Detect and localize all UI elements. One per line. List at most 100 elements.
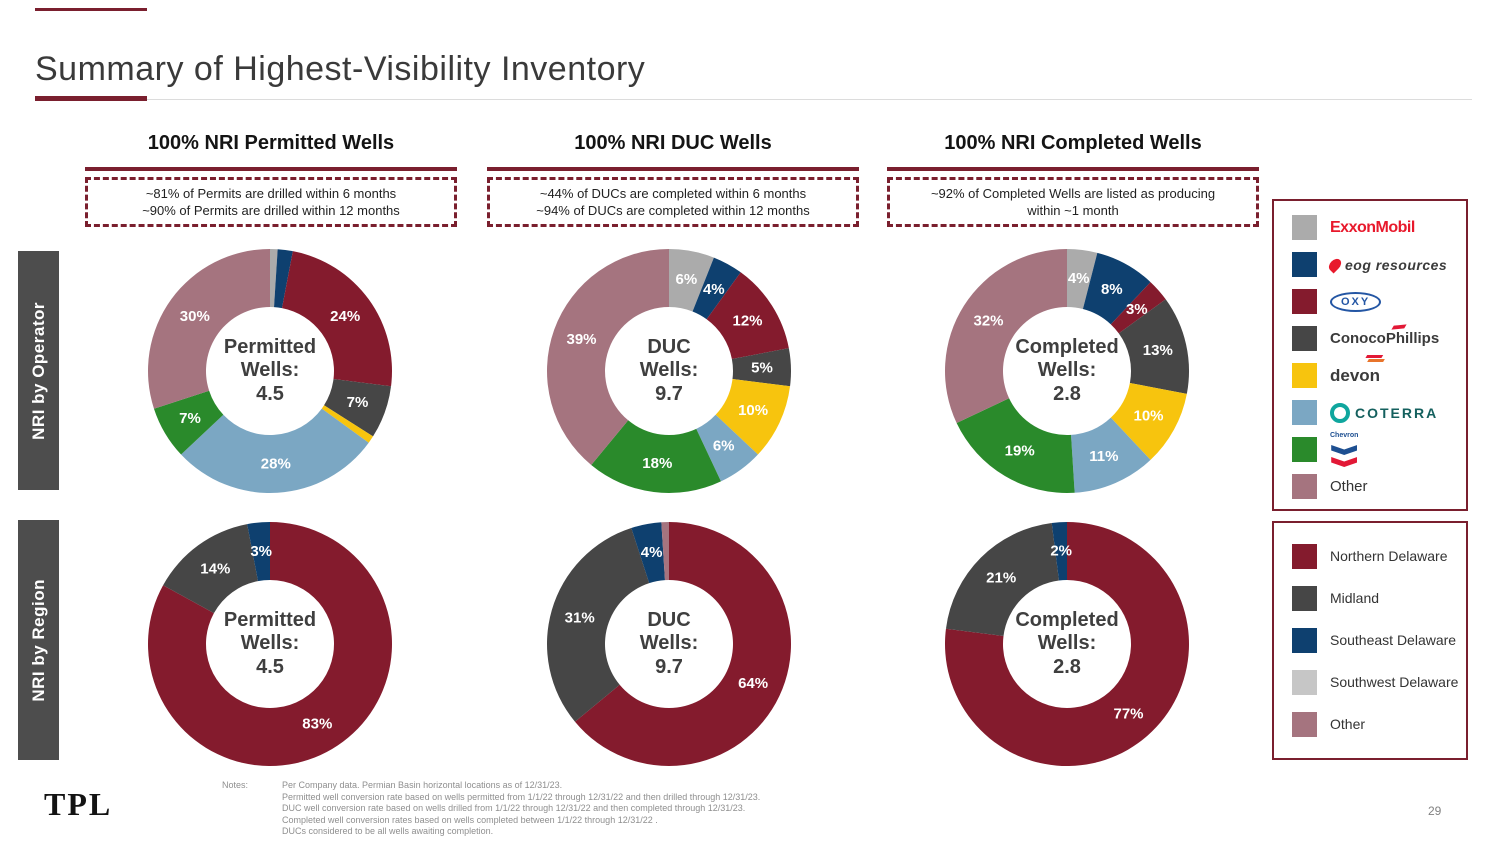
column-header-permitted: 100% NRI Permitted Wells — [147, 132, 395, 154]
column-underline — [887, 167, 1259, 171]
slice-label-oxy: 3% — [1126, 301, 1148, 318]
slice-coterra — [181, 408, 369, 493]
slice-devon — [321, 405, 374, 443]
note-line: Per Company data. Permian Basin horizont… — [282, 780, 563, 790]
legend-item-other-operator: Other — [1292, 468, 1460, 505]
slice-label-northern-delaware: 83% — [302, 716, 332, 733]
eog-resources-logo: eog resources — [1326, 256, 1448, 273]
region-label: Southeast Delaware — [1330, 631, 1457, 648]
slice-label-conocophillips: 7% — [347, 394, 369, 411]
coterra-logo: COTERRA — [1330, 402, 1439, 423]
column-header-duc: 100% NRI DUC Wells — [574, 132, 772, 154]
slice-label-exxonmobil: 6% — [676, 271, 698, 288]
slice-other — [546, 249, 669, 465]
slice-label-oxy: 12% — [732, 313, 762, 330]
tpl-logo: TPL — [44, 786, 113, 822]
donut-region-duc: 64% 31% 4% DUC Wells: 9.7 — [539, 514, 799, 774]
slice-southeast-delaware — [1051, 522, 1067, 581]
exxonmobil-logo: ExxonMobil — [1330, 218, 1415, 236]
slice-label-southeast-delaware: 2% — [1050, 543, 1072, 560]
swatch-yellow — [1292, 363, 1317, 388]
swatch-green — [1292, 437, 1317, 462]
stat-line: ~90% of Permits are drilled within 12 mo… — [142, 203, 400, 218]
slice-other — [147, 249, 270, 409]
slice-label-coterra: 6% — [713, 438, 735, 455]
stat-line: ~94% of DUCs are completed within 12 mon… — [536, 203, 810, 218]
slice-conocophillips — [1118, 299, 1190, 394]
slice-label-coterra: 28% — [261, 455, 291, 472]
slice-eog-resources — [1082, 252, 1151, 325]
slice-midland — [163, 524, 259, 614]
slice-label-midland: 21% — [986, 570, 1016, 587]
stat-box-duc: ~44% of DUCs are completed within 6 mont… — [487, 177, 859, 227]
slice-conocophillips — [324, 379, 392, 437]
donut-operator-completed: 4% 8% 3% 13% 10% 11% 19% 32% Completed Wells: 2.8 — [937, 241, 1197, 501]
slice-label-northern-delaware: 64% — [738, 675, 768, 692]
legend-item-chevron: Chevron — [1292, 431, 1460, 468]
conocophillips-logo-text: ConocoPhillips — [1330, 330, 1440, 347]
legend-item-northern-delaware: Northern Delaware — [1292, 535, 1460, 577]
slice-devon — [1110, 382, 1187, 460]
slice-oxy — [281, 251, 393, 387]
donut-operator-permitted: 24% 7% 28% 7% 30% Permitted Wells: 4.5 — [140, 241, 400, 501]
column-header-completed: 100% NRI Completed Wells — [944, 132, 1202, 154]
slice-southeast-delaware — [247, 522, 270, 582]
slice-northern-delaware — [575, 522, 791, 766]
conocophillips-logo: ConocoPhillips — [1330, 324, 1440, 347]
slice-label-chevron: 7% — [179, 410, 201, 427]
stat-line: within ~1 month — [1027, 203, 1119, 218]
stat-line: ~81% of Permits are drilled within 6 mon… — [145, 186, 397, 201]
swatch-navy — [1292, 252, 1317, 277]
slice-chevron — [153, 390, 224, 455]
swatch-darkgray — [1292, 326, 1317, 351]
slice-label-northern-delaware: 77% — [1113, 705, 1143, 722]
slice-label-southeast-delaware: 4% — [641, 544, 663, 561]
note-line: DUC well conversion rate based on wells … — [282, 803, 746, 813]
slice-label-southeast-delaware: 3% — [250, 543, 272, 560]
coterra-ring-icon — [1330, 402, 1350, 423]
slice-conocophillips — [731, 348, 792, 387]
swatch-darkgray — [1292, 585, 1317, 611]
legend-item-midland: Midland — [1292, 577, 1460, 619]
slice-label-devon: 10% — [1133, 407, 1163, 424]
note-line: Permitted well conversion rate based on … — [282, 791, 761, 802]
stat-line: ~92% of Completed Wells are listed as pr… — [930, 186, 1216, 201]
chevron-logo-text: Chevron — [1330, 432, 1359, 439]
slice-exxonmobil — [270, 249, 278, 308]
slice-exxonmobil — [669, 249, 714, 312]
coterra-logo-text: COTERRA — [1355, 404, 1439, 421]
slice-label-coterra: 11% — [1089, 448, 1118, 465]
swatch-mauve — [1292, 474, 1317, 499]
slice-eog-resources — [692, 257, 741, 320]
chevron-red-stripe-icon — [1331, 457, 1358, 467]
row-label-nri-by-operator: NRI by Operator — [18, 251, 59, 490]
legend-item-oxy: OXY — [1292, 283, 1460, 320]
slice-coterra — [1071, 417, 1151, 493]
column-underline — [85, 167, 457, 171]
slice-southeast-delaware — [631, 522, 665, 584]
slice-exxonmobil — [1067, 249, 1098, 310]
legend-operators: ExxonMobil eog resources OXY ConocoPhill… — [1272, 199, 1468, 511]
slice-eog-resources — [274, 249, 293, 309]
devon-logo-text: devon — [1330, 365, 1381, 385]
notes-block: Per Company data. Permian Basin horizont… — [282, 780, 922, 838]
slice-label-conocophillips: 13% — [1143, 342, 1173, 359]
swatch-lightblue — [1292, 400, 1317, 425]
legend-item-exxonmobil: ExxonMobil — [1292, 209, 1460, 246]
operator-permitted-chart: 24% 7% 28% 7% 30% — [147, 249, 393, 493]
eog-logo-text: eog resources — [1345, 256, 1448, 273]
legend-item-devon: devon — [1292, 357, 1460, 394]
slice-label-exxonmobil: 4% — [1068, 270, 1090, 287]
legend-item-southeast-delaware: Southeast Delaware — [1292, 619, 1460, 661]
legend-item-conocophillips: ConocoPhillips — [1292, 320, 1460, 357]
chevron-logo: Chevron — [1330, 432, 1358, 467]
slice-northern-delaware — [148, 522, 393, 766]
slice-label-midland: 31% — [565, 610, 595, 627]
slice-oxy — [706, 272, 789, 360]
slice-label-eog-resources: 8% — [1101, 281, 1123, 298]
region-label: Other — [1330, 715, 1366, 732]
slice-midland — [546, 527, 650, 722]
slice-other — [944, 249, 1067, 423]
slice-devon — [715, 379, 791, 455]
